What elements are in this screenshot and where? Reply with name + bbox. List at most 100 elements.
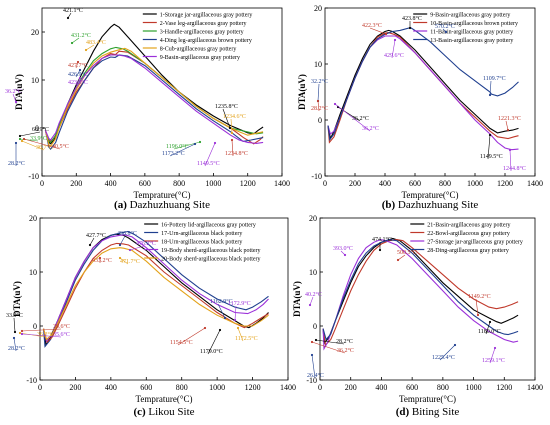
annotation-label: 423.8°C: [402, 15, 422, 22]
legend-entry: 28-Ding-argillaceous gray pottery: [427, 248, 509, 254]
annotation-label: 1225.4°C: [432, 354, 455, 361]
annotation-arrow: [317, 83, 320, 102]
annotation-arrowhead: [20, 332, 24, 336]
legend-entry: 2-Vase leg-argillaceous gray pottery: [160, 21, 247, 27]
annotation-arrowhead: [76, 60, 80, 64]
legend-entry: 3-Handle-argillaceous gray pottery: [160, 30, 244, 36]
series-line-2: [327, 32, 519, 144]
chart-panel-4: 0 200 400 600 800 1000 1200 1400-1001020Temprat…: [292, 214, 543, 418]
annotation-arrowhead: [118, 256, 122, 260]
annotation-arrowhead: [128, 248, 132, 252]
annotation-arrowhead: [314, 338, 318, 342]
annotation-arrow: [71, 37, 80, 44]
annotation-label: 483.4°C: [86, 39, 106, 46]
x-axis-label: Temprature(°C): [402, 190, 459, 200]
x-tick-label: 800: [439, 179, 451, 188]
legend-entry: 8-Cub-argillaceous gray pottery: [160, 47, 237, 53]
y-tick-label: 20: [31, 28, 39, 37]
annotation-arrow: [439, 344, 456, 361]
x-tick-label: 0: [318, 383, 322, 392]
x-tick-label: 1000: [466, 383, 482, 392]
annotation-label: 429.6°C: [384, 52, 404, 59]
annotation-label: 431.2°C: [71, 32, 91, 39]
annotation-arrowhead: [378, 248, 382, 252]
annotation-arrowhead: [84, 48, 88, 52]
y-tick-label: 10: [31, 76, 39, 85]
annotation-arrowhead: [393, 38, 397, 42]
annotation-label: 1234.6°C: [223, 113, 246, 120]
x-tick-label: 200: [349, 179, 361, 188]
figure-caption: (d) Biting Site: [396, 406, 460, 418]
y-tick-label: -10: [311, 172, 322, 181]
annotation-arrowhead: [396, 258, 400, 262]
annotation-arrowhead: [78, 68, 82, 72]
annotation-arrow: [85, 44, 95, 51]
y-axis-label: DTA(uV): [297, 74, 307, 110]
x-tick-label: 200: [345, 383, 357, 392]
x-tick-label: 0: [38, 383, 42, 392]
x-tick-label: 600: [409, 179, 421, 188]
annotation-arrow: [311, 354, 316, 379]
annotation-label: 423.6°C: [68, 79, 88, 86]
series-line-4: [44, 54, 264, 150]
annotation-arrowhead: [14, 100, 18, 104]
x-tick-label: 1400: [527, 179, 543, 188]
annotation-arrowhead: [88, 243, 92, 247]
annotation-label: 476.2°C: [136, 240, 156, 247]
annotation-arrow: [489, 347, 496, 364]
annotation-label: 422.3°C: [362, 22, 382, 29]
x-tick-label: 600: [406, 383, 418, 392]
x-tick-label: 800: [437, 383, 449, 392]
annotation-arrowhead: [20, 329, 24, 333]
annotation-arrow: [315, 339, 345, 345]
annotation-label: 1179.0°C: [200, 348, 223, 355]
legend-entry: 17-Urn-argillaceous black pottery: [161, 231, 242, 237]
annotation-label: 1244.8°C: [503, 165, 526, 172]
annotation-label: 1172.9°C: [228, 300, 251, 307]
plot-frame: [324, 7, 536, 177]
figure-caption: (b) Dazhuzhuang Site: [382, 199, 479, 211]
annotation-arrowhead: [18, 134, 22, 138]
legend-entry: 16-Pottery lid-argillaceous gray pottery: [161, 223, 256, 229]
annotation-arrowhead: [384, 32, 388, 36]
annotation-arrow: [129, 245, 145, 251]
series-line-2: [322, 239, 519, 347]
annotation-arrow: [12, 93, 17, 103]
annotation-label: 33.9°C: [6, 312, 23, 319]
annotation-arrowhead: [18, 331, 22, 335]
annotation-arrowhead: [66, 16, 70, 20]
annotation-arrowhead: [13, 330, 17, 334]
annotation-arrow: [75, 69, 81, 78]
annotation-label: 1196.0°C: [166, 143, 189, 150]
annotation-label: 1149.2°C: [468, 293, 491, 300]
x-tick-label: 400: [375, 383, 387, 392]
annotation-arrowhead: [476, 313, 480, 317]
x-tick-label: 600: [139, 179, 151, 188]
annotation-arrow: [230, 118, 233, 134]
x-axis-label: Temprature(°C): [399, 394, 456, 404]
annotation-label: 36.2°C: [5, 88, 22, 95]
annotation-arrow: [397, 254, 406, 261]
annotation-arrowhead: [488, 93, 492, 97]
annotation-label: 33.9°C: [30, 135, 47, 142]
annotation-arrow: [119, 235, 126, 246]
annotation-arrowhead: [236, 326, 240, 330]
annotation-arrow: [222, 108, 231, 129]
x-tick-label: 200: [70, 179, 82, 188]
annotation-arrowhead: [218, 328, 222, 332]
legend-entry: 13-Basin-argillaceous gray pottery: [430, 38, 513, 44]
annotation-arrow: [369, 27, 387, 35]
annotation-arrowhead: [488, 133, 492, 137]
annotation-label: 433.2°C: [92, 257, 112, 264]
y-tick-label: -10: [26, 376, 37, 385]
annotation-arrowhead: [118, 243, 122, 247]
caption-site: Dazhuzhuang Site: [127, 199, 210, 211]
series-line-4: [42, 234, 269, 343]
annotation-arrow: [13, 337, 17, 352]
annotation-arrow: [204, 142, 216, 167]
annotation-arrowhead: [198, 140, 202, 144]
y-tick-label: 20: [29, 214, 37, 223]
annotation-arrow: [21, 333, 62, 338]
annotation-label: 26.4°C: [307, 372, 324, 379]
annotation-label: 1109.7°C: [483, 75, 506, 82]
